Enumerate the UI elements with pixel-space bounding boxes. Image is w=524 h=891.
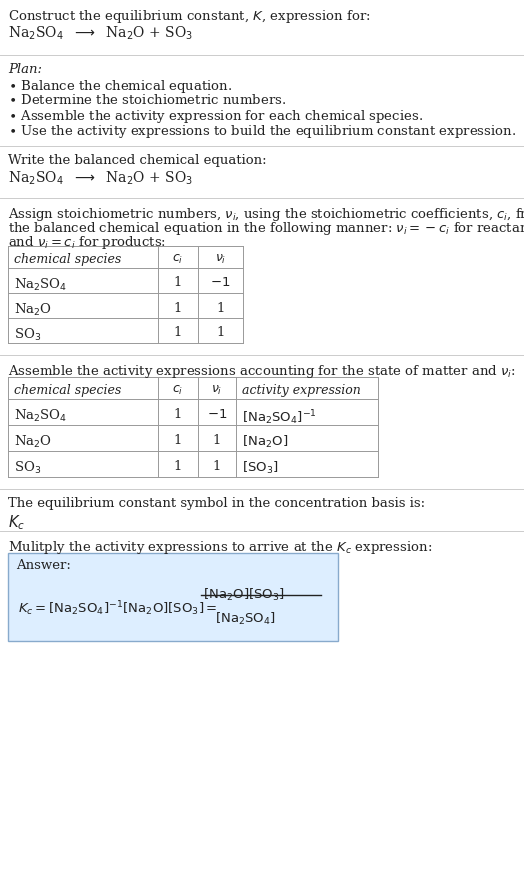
Text: $\bullet$ Balance the chemical equation.: $\bullet$ Balance the chemical equation. xyxy=(8,78,233,95)
Text: $\nu_i$: $\nu_i$ xyxy=(215,253,226,266)
Text: Na$_2$O: Na$_2$O xyxy=(14,434,52,450)
Text: 1: 1 xyxy=(174,408,182,421)
Text: Na$_2$SO$_4$: Na$_2$SO$_4$ xyxy=(14,276,67,292)
Text: $\bullet$ Use the activity expressions to build the equilibrium constant express: $\bullet$ Use the activity expressions t… xyxy=(8,123,516,140)
Text: activity expression: activity expression xyxy=(242,384,361,397)
Text: 1: 1 xyxy=(174,460,182,473)
Text: $\bullet$ Assemble the activity expression for each chemical species.: $\bullet$ Assemble the activity expressi… xyxy=(8,108,423,125)
Text: $c_i$: $c_i$ xyxy=(172,253,183,266)
Text: 1: 1 xyxy=(174,276,182,290)
FancyBboxPatch shape xyxy=(8,553,338,641)
Text: $c_i$: $c_i$ xyxy=(172,384,183,397)
Text: Na$_2$SO$_4$  $\longrightarrow$  Na$_2$O + SO$_3$: Na$_2$SO$_4$ $\longrightarrow$ Na$_2$O +… xyxy=(8,25,193,43)
Text: Na$_2$SO$_4$: Na$_2$SO$_4$ xyxy=(14,408,67,424)
Text: 1: 1 xyxy=(216,301,225,315)
Text: $\bullet$ Determine the stoichiometric numbers.: $\bullet$ Determine the stoichiometric n… xyxy=(8,93,286,107)
Text: $-1$: $-1$ xyxy=(210,276,231,290)
Text: Assemble the activity expressions accounting for the state of matter and $\nu_i$: Assemble the activity expressions accoun… xyxy=(8,363,516,380)
Text: chemical species: chemical species xyxy=(14,384,121,397)
Text: Mulitply the activity expressions to arrive at the $K_c$ expression:: Mulitply the activity expressions to arr… xyxy=(8,539,432,556)
Text: 1: 1 xyxy=(216,326,225,339)
Text: $[\mathrm{Na_2SO_4}]$: $[\mathrm{Na_2SO_4}]$ xyxy=(215,611,276,627)
Text: $[\mathrm{SO_3}]$: $[\mathrm{SO_3}]$ xyxy=(242,460,279,476)
Text: 1: 1 xyxy=(174,326,182,339)
Text: Construct the equilibrium constant, $K$, expression for:: Construct the equilibrium constant, $K$,… xyxy=(8,8,370,25)
Text: Write the balanced chemical equation:: Write the balanced chemical equation: xyxy=(8,154,267,167)
Text: SO$_3$: SO$_3$ xyxy=(14,326,41,343)
Text: $\nu_i$: $\nu_i$ xyxy=(211,384,223,397)
Text: $K_c$: $K_c$ xyxy=(8,513,25,532)
Text: the balanced chemical equation in the following manner: $\nu_i = -c_i$ for react: the balanced chemical equation in the fo… xyxy=(8,220,524,237)
Text: Na$_2$SO$_4$  $\longrightarrow$  Na$_2$O + SO$_3$: Na$_2$SO$_4$ $\longrightarrow$ Na$_2$O +… xyxy=(8,170,193,187)
Text: and $\nu_i = c_i$ for products:: and $\nu_i = c_i$ for products: xyxy=(8,234,166,251)
Text: $K_c = [\mathrm{Na_2SO_4}]^{-1}[\mathrm{Na_2O}][\mathrm{SO_3}] = $: $K_c = [\mathrm{Na_2SO_4}]^{-1}[\mathrm{… xyxy=(18,599,217,617)
Text: $[\mathrm{Na_2O}][\mathrm{SO_3}]$: $[\mathrm{Na_2O}][\mathrm{SO_3}]$ xyxy=(203,587,285,603)
Text: The equilibrium constant symbol in the concentration basis is:: The equilibrium constant symbol in the c… xyxy=(8,497,425,510)
Text: $[\mathrm{Na_2SO_4}]^{-1}$: $[\mathrm{Na_2SO_4}]^{-1}$ xyxy=(242,408,317,427)
Text: Assign stoichiometric numbers, $\nu_i$, using the stoichiometric coefficients, $: Assign stoichiometric numbers, $\nu_i$, … xyxy=(8,206,524,223)
Text: Answer:: Answer: xyxy=(16,559,71,572)
Text: 1: 1 xyxy=(174,301,182,315)
Text: SO$_3$: SO$_3$ xyxy=(14,460,41,476)
Text: Plan:: Plan: xyxy=(8,63,42,76)
Text: chemical species: chemical species xyxy=(14,253,121,266)
Text: 1: 1 xyxy=(213,434,221,447)
Text: 1: 1 xyxy=(213,460,221,473)
Text: Na$_2$O: Na$_2$O xyxy=(14,301,52,317)
Text: $[\mathrm{Na_2O}]$: $[\mathrm{Na_2O}]$ xyxy=(242,434,288,450)
Text: $-1$: $-1$ xyxy=(207,408,227,421)
Text: 1: 1 xyxy=(174,434,182,447)
